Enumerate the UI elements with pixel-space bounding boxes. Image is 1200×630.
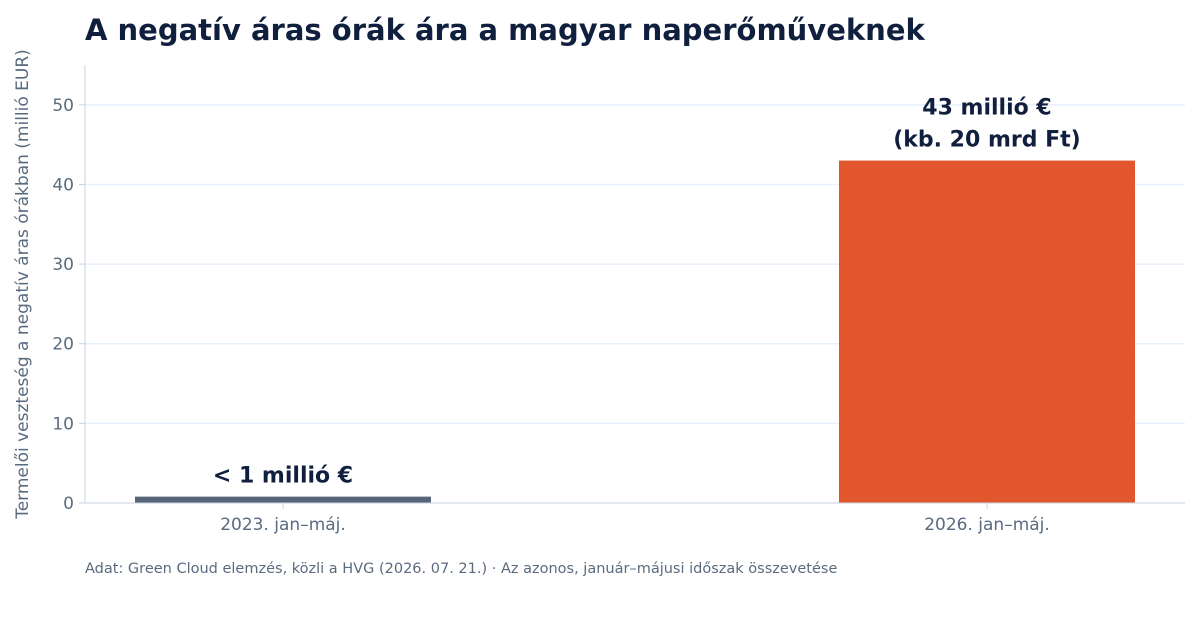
- data-label: (kb. 20 mrd Ft): [893, 128, 1081, 153]
- bar-1: [135, 496, 431, 503]
- bars: [135, 160, 1135, 503]
- data-labels: < 1 millió € 43 millió € (kb. 20 mrd Ft): [213, 96, 1081, 489]
- y-tick-label: 20: [52, 335, 74, 355]
- axes: 0 10 20 30 40 50 2023. jan–máj. 2026. jan–máj.: [52, 65, 1185, 535]
- y-tick-label: 40: [52, 175, 74, 195]
- y-tick-label: 50: [52, 96, 74, 116]
- bar-2: [839, 160, 1135, 503]
- y-tick-label: 10: [52, 414, 74, 434]
- chart-title: A negatív áras órák ára a magyar naperőm…: [85, 13, 925, 47]
- y-axis-label: Termelői veszteség a negatív áras órákba…: [13, 49, 33, 520]
- y-tick-label: 30: [52, 255, 74, 275]
- x-tick-label: 2023. jan–máj.: [220, 515, 346, 535]
- y-tick-label: 0: [63, 494, 74, 514]
- data-label: 43 millió €: [922, 96, 1051, 121]
- x-tick-label: 2026. jan–máj.: [924, 515, 1050, 535]
- source-note: Adat: Green Cloud elemzés, közli a HVG (…: [85, 561, 837, 577]
- data-label: < 1 millió €: [213, 464, 353, 489]
